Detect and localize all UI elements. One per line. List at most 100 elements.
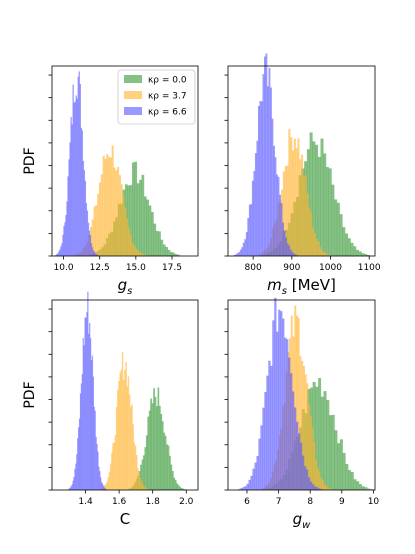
histogram-bar (320, 396, 324, 490)
histogram-bar (273, 145, 275, 256)
histogram-bar (353, 479, 357, 490)
x-tick-label: 10.0 (54, 263, 74, 273)
histogram-bar (290, 373, 293, 490)
histogram-bar (257, 105, 260, 256)
histogram-bar (325, 167, 329, 256)
histogram-bar (260, 101, 263, 257)
histogram-bar (146, 488, 149, 490)
histogram-bar (294, 305, 297, 490)
series-3-histogram (233, 53, 298, 257)
histogram-bar (262, 407, 265, 490)
histogram-bar (339, 214, 343, 256)
histogram-bar (277, 176, 280, 256)
histogram-bar (98, 182, 102, 256)
x-tick-label: 6 (244, 497, 250, 507)
histogram-bar (72, 480, 74, 490)
legend-label: κρ = 6.6 (148, 108, 187, 118)
histogram-bar (286, 243, 289, 256)
histogram-bar (288, 245, 291, 256)
histogram-bar (286, 339, 289, 490)
histogram-bar (288, 128, 291, 256)
histogram-bar (323, 391, 327, 490)
histogram-bar (350, 472, 354, 490)
histogram-bar (91, 355, 94, 490)
histogram-bar (272, 320, 275, 490)
histogram-bar (331, 414, 335, 490)
histogram-bar (106, 154, 109, 256)
histogram-bar (69, 487, 71, 490)
histogram-bar (270, 365, 273, 490)
histogram-bar (295, 254, 298, 256)
x-axis-label: ms [MeV] (267, 276, 336, 297)
histogram-bar (151, 403, 154, 490)
histogram-bar (248, 479, 251, 490)
panel-2: 800 900 1000 1100 ms [MeV] (224, 53, 381, 297)
histogram-bar (113, 167, 116, 256)
histogram-bar (292, 391, 295, 490)
histogram-bar (111, 452, 113, 490)
series-2-histogram (100, 351, 150, 490)
histogram-bar (266, 375, 269, 490)
histogram-bar (295, 315, 298, 490)
histogram-bar (295, 148, 298, 256)
histogram-bar (366, 254, 370, 256)
x-tick-label: 1.8 (146, 497, 161, 507)
histogram-bar (241, 247, 244, 256)
histogram-bar (284, 337, 287, 490)
histogram-bar (117, 389, 119, 490)
histogram-bar (254, 153, 257, 256)
histogram-bar (364, 254, 368, 256)
histogram-bar (94, 410, 96, 490)
axes-frame (227, 299, 376, 491)
histogram-bar (358, 484, 362, 490)
histogram-bar (111, 145, 114, 256)
histogram-bar (138, 472, 140, 490)
histogram-bar (89, 338, 92, 490)
histogram-bar (95, 436, 97, 490)
histogram-bar (126, 386, 129, 490)
histogram-bar (315, 386, 319, 490)
histogram-bar (286, 165, 289, 256)
series-1-histogram (127, 387, 186, 490)
histogram-bar (97, 193, 100, 256)
x-tick-label: 17.5 (162, 263, 182, 273)
histogram-bar (85, 202, 88, 256)
histogram-bar (320, 138, 324, 256)
histogram-bar (284, 166, 287, 256)
histogram-bar (133, 442, 136, 490)
panel-4: 6 7 8 9 10 gw (224, 297, 379, 531)
histogram-bar (321, 250, 324, 256)
histogram-bar (299, 356, 302, 490)
histogram-bar (355, 249, 359, 256)
histogram-bar (93, 206, 96, 256)
histogram-bar (276, 331, 279, 490)
histogram-bar (124, 207, 127, 256)
histogram-bar (94, 253, 97, 256)
histogram-bar (119, 372, 121, 490)
histogram-bar (77, 76, 79, 256)
histogram-bar (96, 443, 98, 490)
histogram-bar (317, 488, 321, 490)
histogram-bar (122, 196, 125, 256)
histogram-bar (113, 442, 116, 490)
histogram-bar (348, 470, 352, 490)
histogram-bar (132, 162, 135, 256)
histogram-bar (294, 254, 297, 256)
histogram-bar (317, 241, 320, 256)
histogram-bar (315, 238, 318, 256)
histogram-bar (166, 444, 168, 490)
histogram-bar (313, 441, 316, 490)
histogram-bar (282, 171, 285, 256)
histogram-bar (112, 443, 114, 490)
histogram-bar (143, 485, 145, 490)
histogram-bar (345, 463, 349, 490)
histogram-bar (88, 333, 90, 490)
histogram-bar (339, 439, 343, 490)
histogram-bar (70, 117, 72, 256)
histogram-bar (369, 489, 373, 490)
histogram-bar (325, 486, 328, 490)
histogram-bar (69, 142, 71, 256)
histogram-bar (92, 250, 95, 256)
histogram-bar (313, 232, 316, 256)
histogram-bar (256, 140, 259, 256)
